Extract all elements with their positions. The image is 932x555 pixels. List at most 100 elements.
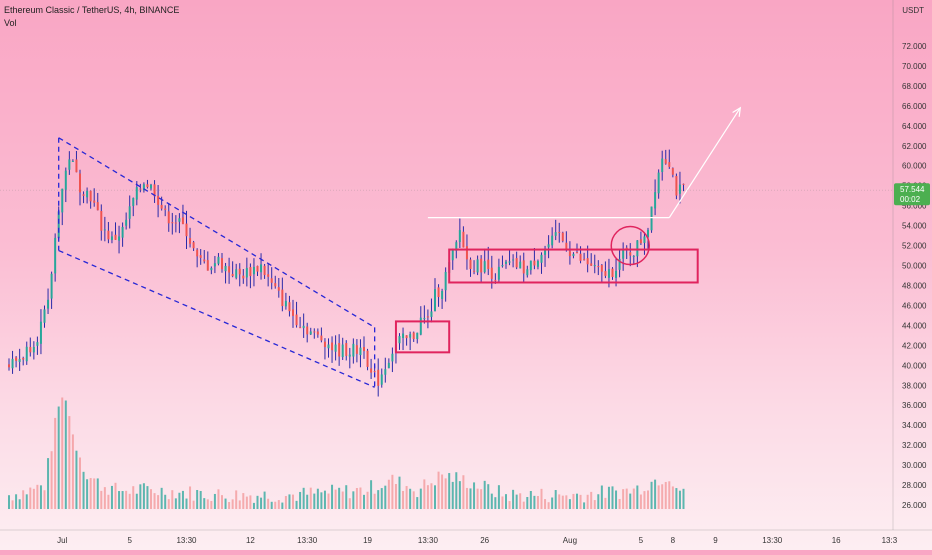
volume-bar [50, 451, 53, 510]
volume-bar [150, 489, 152, 510]
candle-body [540, 254, 543, 263]
volume-indicator-label[interactable]: Vol [4, 18, 17, 28]
candle-body [643, 236, 646, 243]
price-tick-label: 26.000 [902, 501, 927, 510]
candle-body [139, 188, 142, 190]
volume-bar [125, 490, 128, 510]
candle-body [366, 350, 369, 367]
candle-body [604, 271, 607, 276]
candle-body [405, 335, 408, 339]
volume-bar [167, 499, 170, 510]
range-box [448, 248, 699, 284]
volume-bar [618, 498, 621, 510]
volume-bar [437, 471, 440, 510]
candle-body [29, 346, 32, 353]
volume-bar [455, 472, 458, 510]
time-tick-label: 13:30 [176, 536, 197, 545]
volume-bar [11, 500, 14, 510]
price-tick-label: 52.000 [902, 242, 927, 251]
volume-bar [316, 488, 319, 510]
volume-bar [196, 489, 199, 510]
volume-bar [174, 498, 177, 510]
candle-body [185, 223, 188, 237]
candle-body [174, 222, 177, 224]
candle-body [409, 334, 412, 338]
candle-body [64, 170, 67, 190]
candle-body [61, 188, 64, 213]
volume-bar [348, 498, 351, 510]
time-tick-label: 9 [713, 536, 718, 545]
volume-bar [121, 491, 124, 510]
volume-bar [75, 450, 78, 510]
candle-body [110, 236, 113, 240]
volume-bar [302, 487, 305, 510]
volume-bar [245, 496, 248, 510]
volume-bar [522, 501, 525, 510]
candle-body [260, 264, 263, 273]
candle-body [647, 229, 649, 238]
candle-body [203, 259, 206, 262]
candle-body [224, 265, 227, 272]
candle-body [512, 259, 515, 261]
volume-bar [64, 400, 67, 510]
volume-bar [419, 488, 422, 510]
volume-bar [210, 500, 213, 510]
candle-body [15, 357, 18, 361]
candle-body [661, 158, 664, 173]
candle-body [206, 260, 209, 271]
price-tick-label: 36.000 [902, 401, 927, 410]
volume-bar [288, 494, 291, 510]
volume-bar [267, 498, 270, 510]
candle-body [398, 336, 401, 344]
volume-bar [338, 487, 341, 510]
volume-bar [228, 502, 231, 510]
channel-upper-line [58, 137, 375, 328]
volume-bar [252, 502, 255, 510]
volume-bar [260, 497, 263, 510]
candle-body [82, 194, 85, 196]
candle-body [135, 187, 138, 200]
volume-bar [25, 494, 28, 510]
volume-bar [451, 481, 454, 510]
candle-body [384, 369, 387, 375]
candle-body [519, 261, 522, 269]
candle-body [522, 260, 525, 274]
volume-bar [157, 495, 160, 510]
candle-body [164, 208, 167, 210]
candle-body [576, 252, 578, 254]
candle-body [402, 333, 405, 339]
volume-bar [185, 498, 188, 510]
volume-bar [82, 471, 85, 510]
volume-bar [526, 496, 529, 510]
candle-body [622, 249, 625, 259]
volume-bar [505, 494, 507, 510]
candle-body [313, 331, 316, 333]
volume-bar [139, 484, 142, 510]
volume-bar [657, 485, 660, 510]
symbol-title[interactable]: Ethereum Classic / TetherUS, 4h, BINANCE [4, 5, 180, 15]
volume-bar [547, 502, 550, 510]
volume-bar [536, 495, 539, 510]
candle-body [302, 325, 305, 329]
volume-bar [444, 478, 447, 510]
volume-bar [103, 487, 106, 510]
candle-body [526, 269, 529, 276]
candle-body [221, 258, 223, 270]
candle-body [380, 374, 383, 385]
candle-body [284, 300, 287, 307]
candle-body [373, 371, 376, 373]
volume-bar [18, 499, 21, 510]
candle-body [505, 261, 507, 264]
volume-bar [100, 490, 103, 510]
candle-body [547, 244, 550, 248]
candle-body [419, 317, 422, 335]
time-tick-label: 16 [832, 536, 841, 545]
candle-body [494, 279, 497, 281]
volume-bar [61, 397, 64, 510]
candle-body [533, 260, 536, 266]
candle-body [441, 291, 444, 299]
time-tick-label: 19 [363, 536, 372, 545]
candle-body [157, 195, 160, 205]
